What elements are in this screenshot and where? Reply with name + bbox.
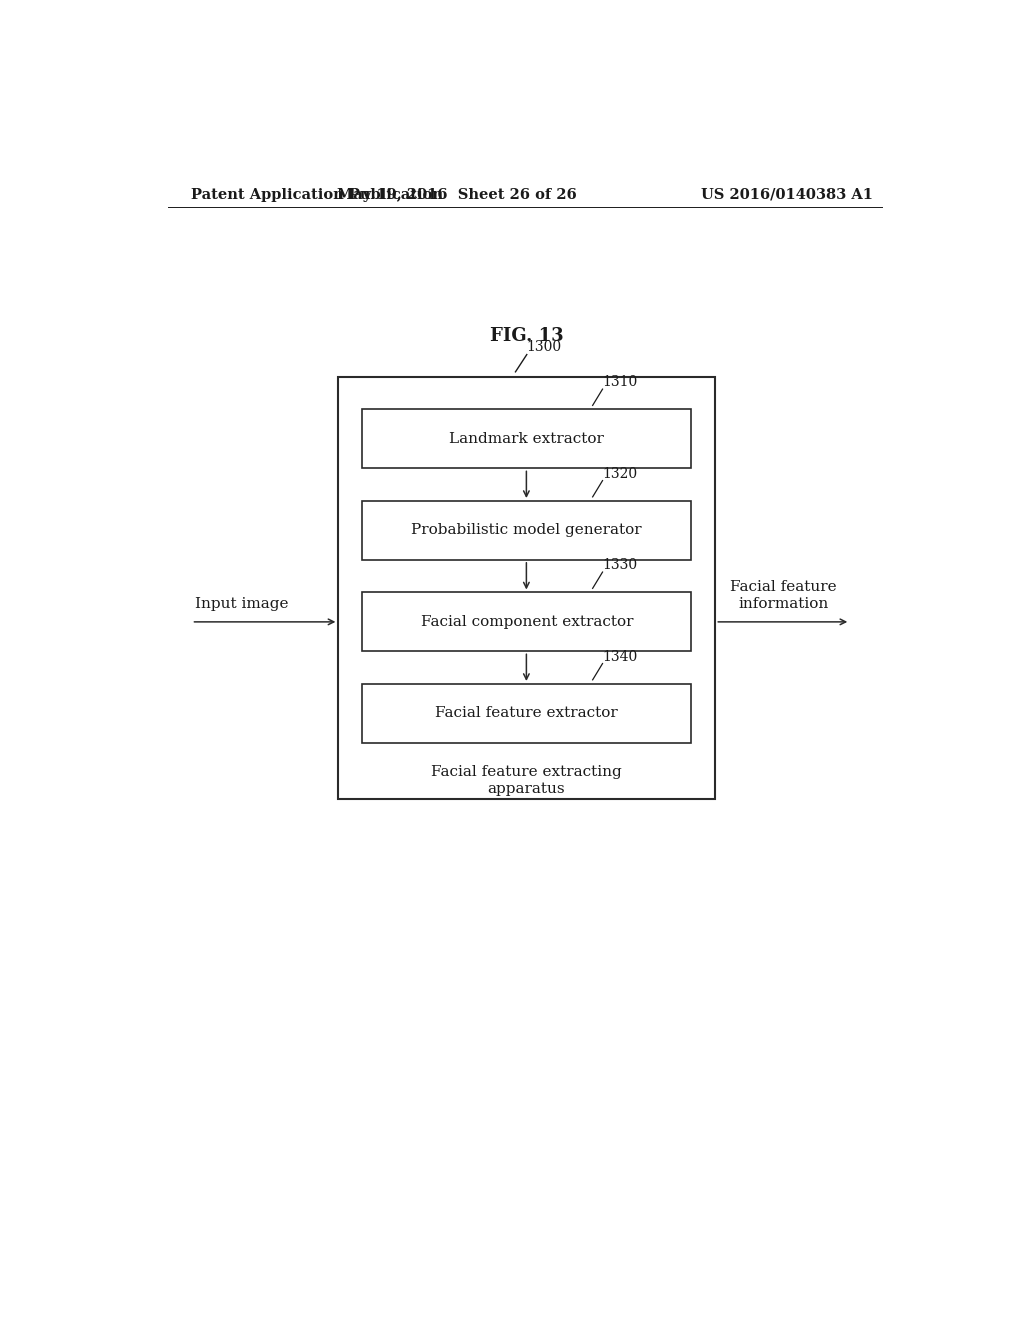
Text: 1340: 1340 [602, 649, 638, 664]
Bar [362, 593, 691, 651]
Text: Facial feature extractor: Facial feature extractor [435, 706, 618, 721]
Text: 1300: 1300 [526, 339, 562, 354]
Text: Facial feature extracting
apparatus: Facial feature extracting apparatus [431, 766, 622, 796]
Text: Probabilistic model generator: Probabilistic model generator [412, 524, 642, 537]
Bar [362, 409, 691, 469]
Text: Facial feature
information: Facial feature information [730, 581, 837, 611]
Bar [362, 684, 691, 743]
Text: Landmark extractor: Landmark extractor [450, 432, 604, 446]
Text: 1330: 1330 [602, 558, 638, 572]
Text: 1320: 1320 [602, 466, 638, 480]
Text: 1310: 1310 [602, 375, 638, 389]
Text: US 2016/0140383 A1: US 2016/0140383 A1 [700, 187, 872, 202]
Text: Input image: Input image [196, 597, 289, 611]
Text: FIG. 13: FIG. 13 [489, 327, 563, 346]
Text: Facial component extractor: Facial component extractor [421, 615, 633, 628]
Bar [338, 378, 715, 799]
Bar [362, 500, 691, 560]
Text: May 19, 2016  Sheet 26 of 26: May 19, 2016 Sheet 26 of 26 [338, 187, 578, 202]
Text: Patent Application Publication: Patent Application Publication [191, 187, 443, 202]
